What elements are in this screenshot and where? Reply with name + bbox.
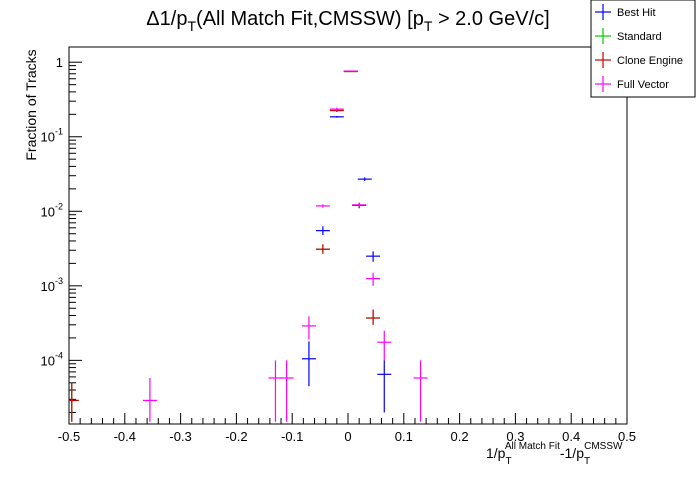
y-axis-label: Fraction of Tracks	[23, 49, 39, 160]
legend-entry-full-vector: Full Vector	[595, 76, 669, 92]
legend-label-full-vector: Full Vector	[617, 79, 669, 91]
legend-label-best-hit: Best Hit	[617, 7, 656, 19]
y-tick-exponent: -3	[55, 276, 63, 286]
y-tick-exponent: -2	[55, 201, 63, 211]
x-tick-label: 0.5	[618, 429, 636, 444]
x-tick-label: -0.4	[114, 429, 136, 444]
y-tick-label: 1	[56, 55, 63, 70]
x-axis-label: 1/pTAll Match Fit-1/pTCMSSW	[486, 441, 623, 467]
legend-entry-clone-engine: Clone Engine	[595, 52, 683, 68]
y-tick-base: 10	[41, 130, 55, 145]
axes: -0.5 -0.4 -0.3 -0.2 -0.1 0 0.1 0.2 0.3 0.4 0.510-4…	[41, 55, 637, 444]
y-tick-exponent: -1	[55, 127, 63, 137]
y-tick-label: 10-2	[41, 201, 63, 219]
chart-title: Δ1/pT(All Match Fit,CMSSW) [pT > 2.0 GeV…	[146, 8, 549, 34]
y-tick-label: 10-1	[41, 127, 63, 145]
legend-label-clone-engine: Clone Engine	[617, 55, 683, 67]
legend-box	[590, 0, 696, 98]
legend-entry-standard: Standard	[595, 28, 662, 44]
x-tick-label: -0.3	[169, 429, 191, 444]
y-tick-label: 10-3	[41, 276, 63, 294]
y-tick-label: 10-4	[41, 350, 63, 368]
y-tick-base: 10	[41, 204, 55, 219]
x-tick-label: -0.1	[281, 429, 303, 444]
y-tick-base: 10	[41, 279, 55, 294]
legend-label-standard: Standard	[617, 31, 662, 43]
y-tick-exponent: -4	[55, 350, 63, 360]
x-tick-label: 0.4	[562, 429, 580, 444]
x-tick-label: -0.5	[58, 429, 80, 444]
y-tick-base: 10	[41, 353, 55, 368]
legend-entry-best-hit: Best Hit	[595, 4, 656, 20]
x-tick-label: 0	[344, 429, 351, 444]
series-full-vector	[142, 70, 428, 422]
x-tick-label: 0.2	[451, 429, 469, 444]
data-points	[69, 70, 428, 422]
x-tick-label: 0.1	[395, 429, 413, 444]
x-tick-label: 0.3	[506, 429, 524, 444]
legend: Best Hit Standard Clone Engine Full Vect…	[590, 0, 696, 98]
x-tick-label: -0.2	[225, 429, 247, 444]
